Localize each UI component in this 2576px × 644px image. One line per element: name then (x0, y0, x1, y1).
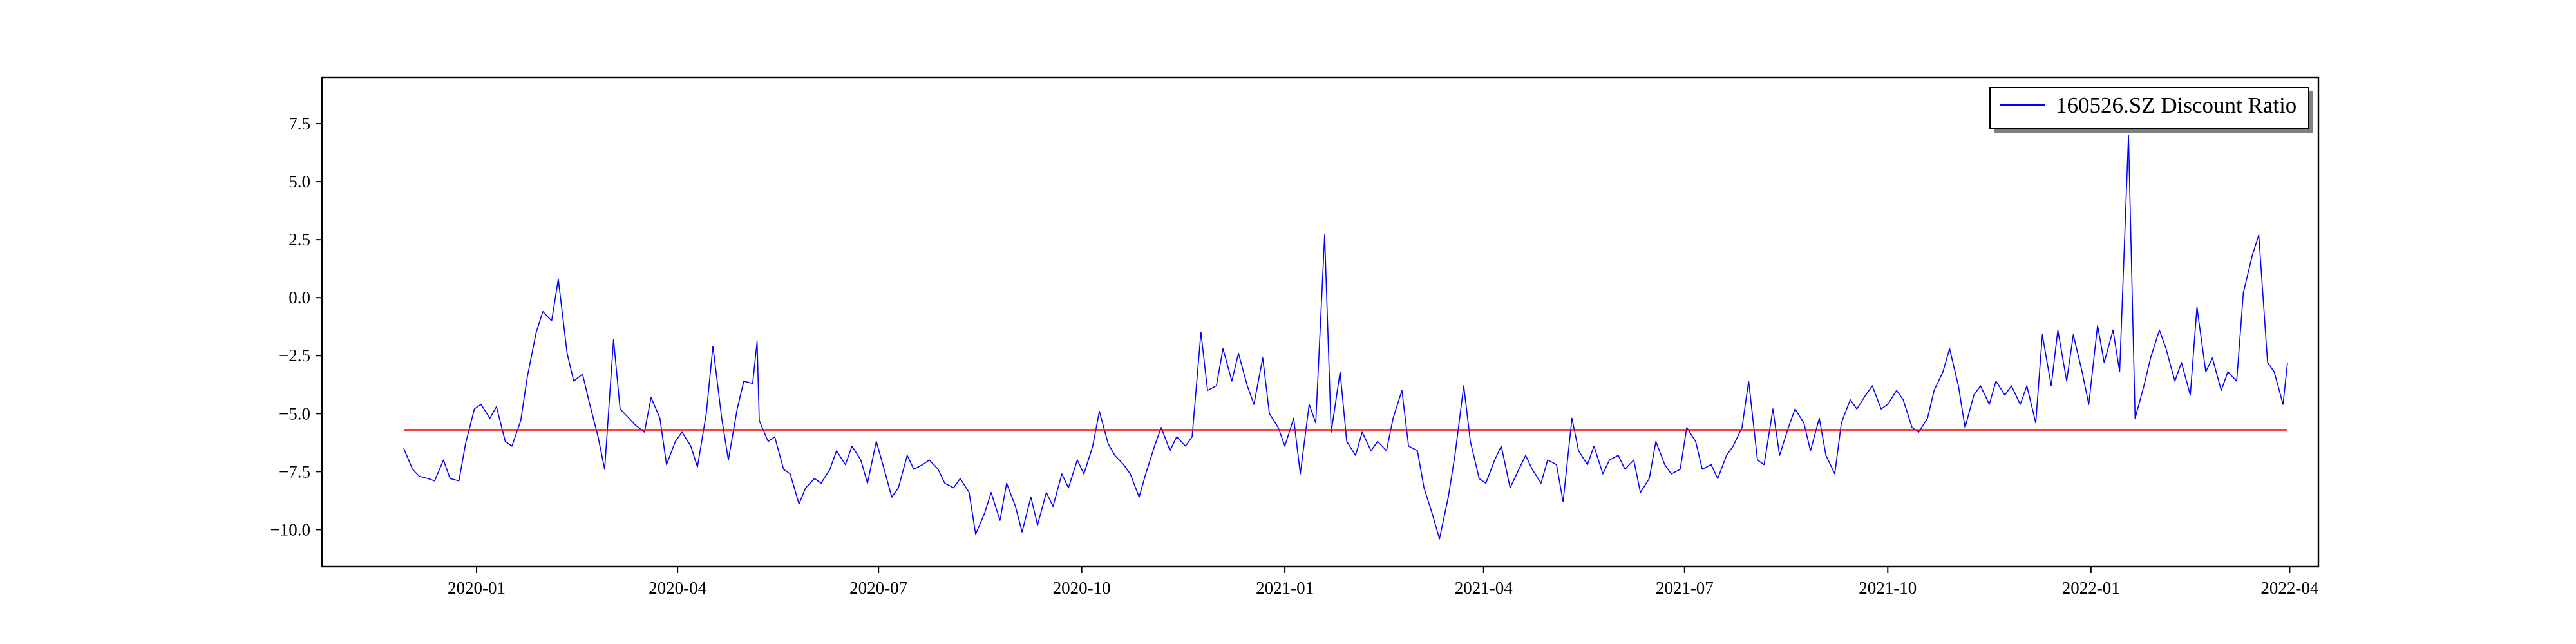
x-tick-label: 2022-04 (2260, 578, 2318, 598)
series-line-discount-ratio (403, 135, 2288, 540)
x-tick-label: 2021-10 (1859, 578, 1917, 598)
y-tick-label: 0.0 (289, 288, 310, 307)
legend-label-discount-ratio: 160526.SZ Discount Ratio (2056, 93, 2297, 118)
x-axis: 2020-01 2020-04 2020-07 2020-10 2021-01 2021-… (448, 567, 2319, 598)
y-tick-label: −10.0 (270, 520, 310, 539)
legend-box (1989, 87, 2309, 129)
plot-frame (321, 76, 2320, 568)
series-layer (403, 135, 2288, 540)
y-axis: 7.5 5.0 2.5 0.0 −2.5 −5.0 −7.5 −10.0 (270, 114, 322, 539)
y-tick-label: 5.0 (289, 172, 310, 191)
x-tick-label: 2020-07 (849, 578, 907, 598)
x-tick-label: 2022-01 (2062, 578, 2120, 598)
y-tick-label: −5.0 (279, 404, 310, 423)
x-tick-label: 2021-01 (1256, 578, 1314, 598)
x-tick-label: 2020-10 (1053, 578, 1111, 598)
y-tick-label: −2.5 (279, 346, 310, 365)
y-tick-label: 7.5 (289, 114, 310, 133)
x-tick-label: 2021-07 (1656, 578, 1714, 598)
y-tick-label: 2.5 (289, 230, 310, 249)
y-tick-label: −7.5 (279, 462, 310, 481)
legend: 160526.SZ Discount Ratio (1989, 87, 2313, 133)
x-tick-label: 2021-04 (1455, 578, 1513, 598)
x-tick-label: 2020-01 (448, 578, 506, 598)
x-tick-label: 2020-04 (649, 578, 706, 598)
